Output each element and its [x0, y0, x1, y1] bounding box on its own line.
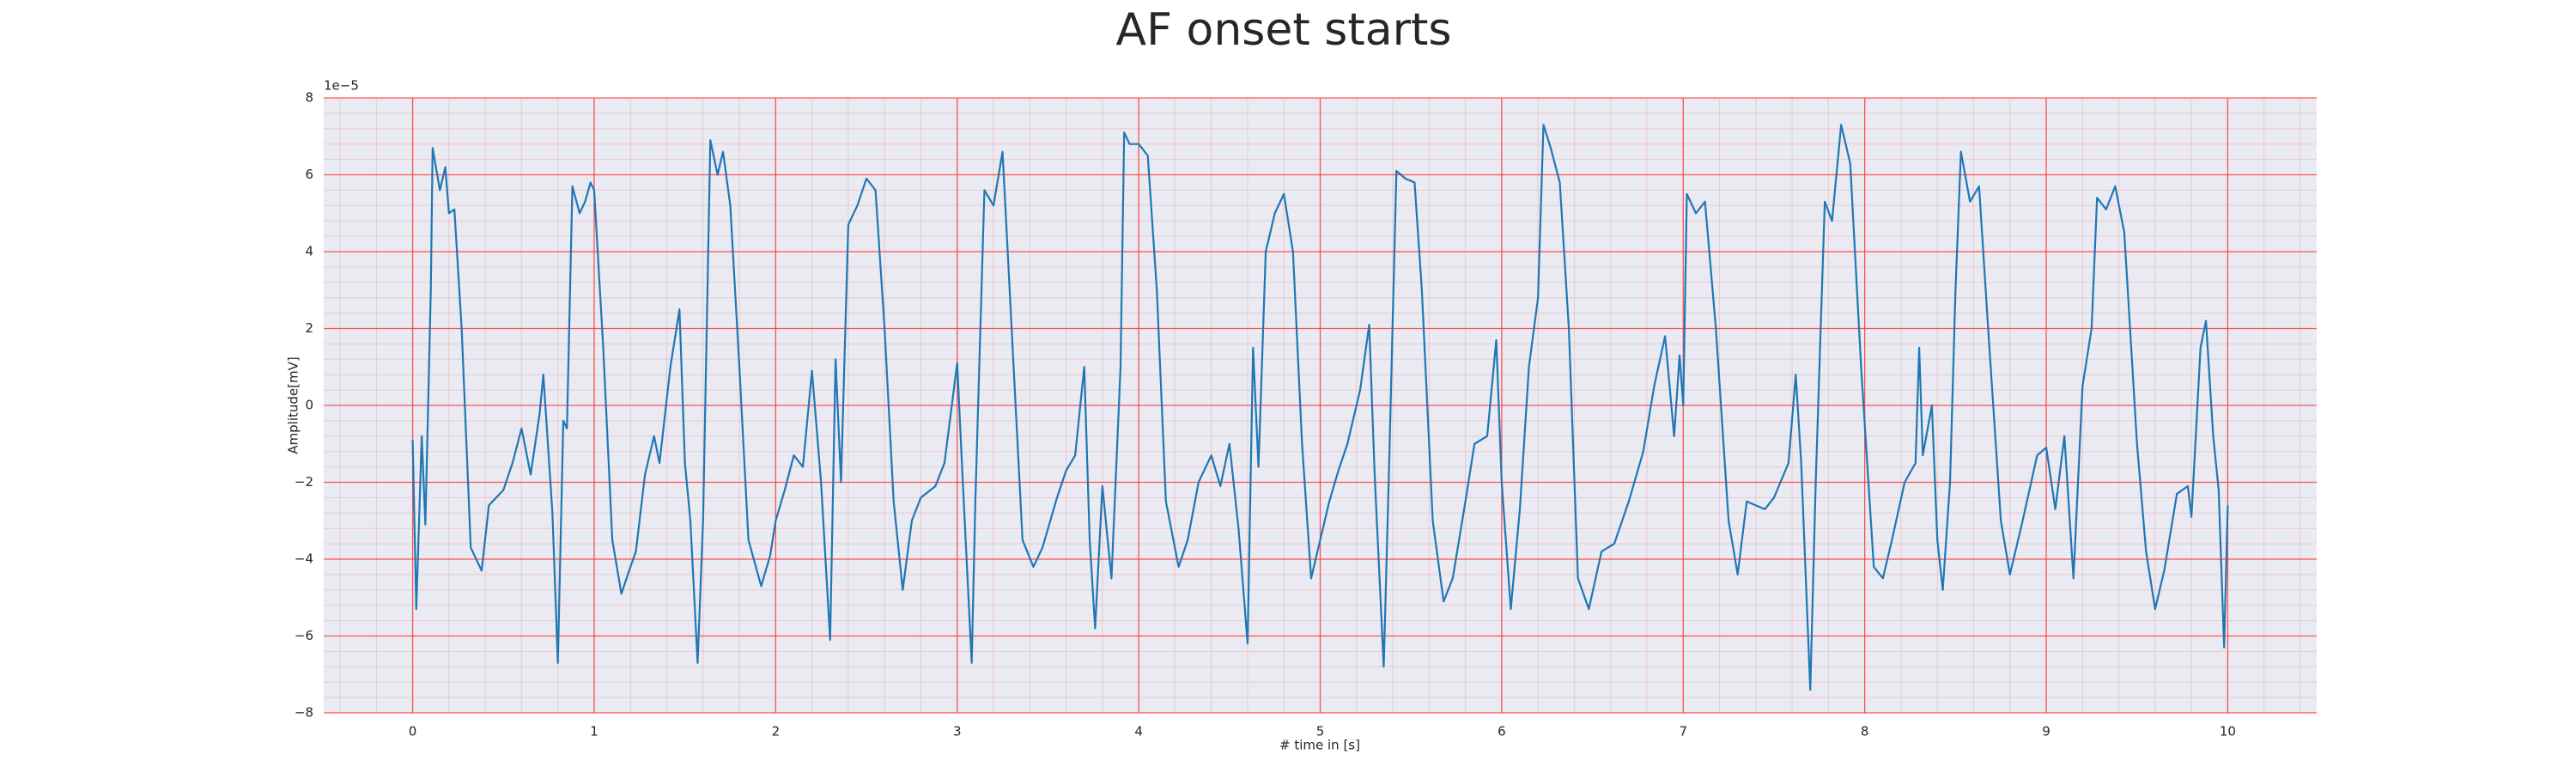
x-tick-label: 1: [590, 724, 598, 740]
y-tick-label: 4: [305, 244, 313, 259]
y-tick-label: 2: [305, 320, 313, 336]
y-tick-label: −8: [295, 705, 313, 721]
y-axis-label: Amplitude[mV]: [286, 356, 301, 453]
x-tick-label: 9: [2042, 724, 2050, 740]
y-tick-label: −6: [295, 628, 313, 643]
x-tick-label: 4: [1134, 724, 1143, 740]
y-tick-label: −2: [295, 474, 313, 490]
y-tick-label: 6: [305, 167, 313, 182]
x-tick-label: 0: [409, 724, 417, 740]
x-axis-label: # time in [s]: [1279, 738, 1360, 753]
x-tick-label: 10: [2220, 724, 2236, 740]
y-tick-label: 0: [305, 398, 313, 413]
chart-title: AF onset starts: [1116, 4, 1452, 56]
x-tick-label: 6: [1498, 724, 1506, 740]
x-tick-label: 8: [1861, 724, 1869, 740]
y-tick-label: −4: [295, 551, 313, 567]
x-tick-label: 3: [953, 724, 962, 740]
offset-label: 1e−5: [324, 78, 359, 94]
x-tick-label: 2: [772, 724, 781, 740]
y-tick-label: 8: [305, 90, 313, 106]
data-line: [411, 124, 2229, 691]
x-tick-label: 7: [1679, 724, 1687, 740]
x-tick-label: 5: [1316, 724, 1325, 740]
